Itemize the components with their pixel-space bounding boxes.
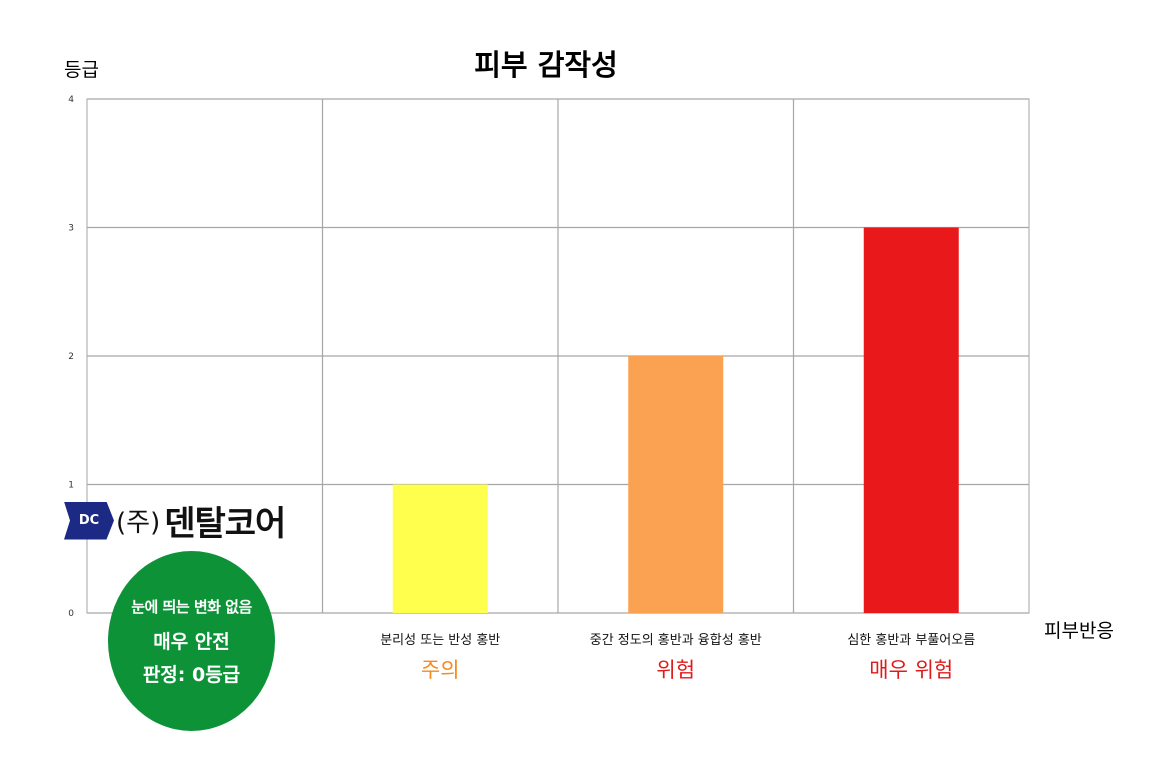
grade-zero-badge: 눈에 띄는 변화 없음 매우 안전 판정: 0등급	[108, 551, 275, 731]
category-label: 심한 홍반과 부풀어오름	[847, 633, 975, 648]
risk-level-label: 주의	[421, 658, 460, 682]
dc-logo-mark: DC	[64, 501, 114, 540]
badge-description: 눈에 띄는 변화 없음	[131, 597, 252, 616]
risk-level-label: 위험	[656, 658, 695, 682]
y-tick-label: 0	[68, 609, 74, 619]
risk-level-label: 매우 위험	[869, 658, 953, 682]
y-axis-title: 등급	[64, 59, 99, 81]
logo-prefix: (주)	[116, 508, 161, 538]
y-tick-label: 3	[68, 224, 74, 234]
bar	[392, 484, 488, 613]
company-logo: DC (주) 덴탈코어	[64, 496, 286, 545]
category-label: 분리성 또는 반성 홍반	[380, 633, 500, 648]
y-tick-label: 2	[68, 352, 74, 362]
y-tick-label: 4	[68, 95, 74, 105]
bar	[863, 227, 959, 613]
badge-grade: 판정: 0등급	[142, 663, 241, 686]
logo-company-name: 덴탈코어	[164, 504, 286, 544]
category-label: 중간 정도의 홍반과 융합성 홍반	[590, 633, 762, 648]
x-axis-title: 피부반응	[1044, 620, 1114, 642]
y-tick-label: 1	[68, 481, 74, 491]
bar	[628, 356, 724, 613]
badge-safety-level: 매우 안전	[153, 630, 230, 653]
chart-title: 피부 감작성	[474, 48, 618, 82]
